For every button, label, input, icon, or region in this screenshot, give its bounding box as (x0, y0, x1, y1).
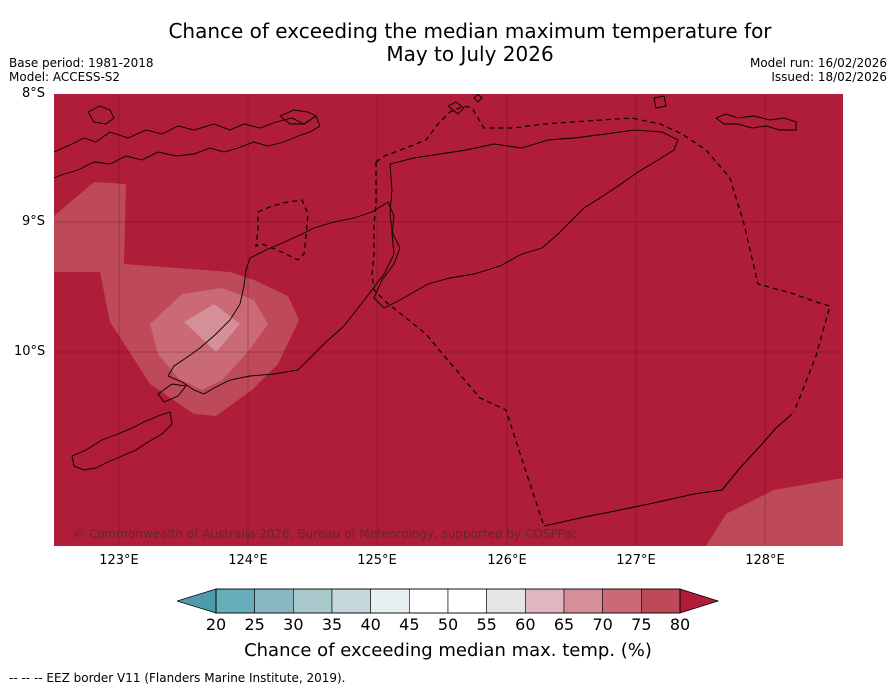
title-line-2: May to July 2026 (386, 42, 554, 66)
colorbar-tick-label: 65 (553, 615, 575, 634)
eez-footnote: -- -- -- EEZ border V11 (Flanders Marine… (9, 671, 346, 685)
model-run: Model run: 16/02/2026 (749, 56, 887, 70)
colorbar-frame (215, 588, 681, 614)
colorbar-tick-label: 55 (476, 615, 497, 634)
colorbar-segment (525, 588, 565, 614)
maritime-boundary (543, 413, 793, 527)
colorbar-segment (331, 588, 371, 614)
lon-label-127e: 127°E (616, 553, 656, 568)
colorbar-segment (486, 588, 526, 614)
copyright-notice: © Commonwealth of Australia 2026, Bureau… (73, 527, 579, 541)
title-line-1: Chance of exceeding the median maximum t… (168, 19, 772, 43)
lon-label-124e: 124°E (228, 553, 268, 568)
colorbar-under-arrow (177, 588, 217, 614)
colorbar-tick-label: 60 (515, 615, 536, 634)
colorbar-tick-label: 75 (631, 615, 652, 634)
prob-region-60-65 (184, 304, 240, 352)
prob-region-corner (706, 478, 843, 546)
colorbar-tick-label: 35 (321, 615, 343, 634)
coastlines (54, 94, 797, 471)
colorbar-tick-label: 20 (205, 615, 227, 634)
colorbar-tick-label: 30 (283, 615, 304, 634)
colorbar-segment (215, 588, 255, 614)
map-title: Chance of exceeding the median maximum t… (120, 20, 820, 66)
lon-label-125e: 125°E (357, 553, 397, 568)
colorbar-segment (602, 588, 642, 614)
colorbar-tick-label: 25 (244, 615, 265, 634)
colorbar-over-arrow (679, 588, 719, 614)
colorbar-segment (641, 588, 681, 614)
colorbar-tick-label: 80 (669, 615, 691, 634)
grid-lines (54, 94, 843, 546)
map-panel (54, 94, 843, 546)
colorbar-segment (254, 588, 294, 614)
issued-date: Issued: 18/02/2026 (771, 70, 887, 84)
base-period: Base period: 1981-2018 (9, 56, 154, 70)
colorbar-label: Chance of exceeding median max. temp. (%… (244, 640, 652, 661)
meta-left: Base period: 1981-2018 Model: ACCESS-S2 (9, 56, 154, 84)
colorbar-segment (447, 588, 487, 614)
colorbar-tick-label: 70 (592, 615, 613, 634)
colorbar-segment (563, 588, 603, 614)
colorbar-segment (409, 588, 449, 614)
colorbar-tick-label: 45 (399, 615, 420, 634)
meta-right: Model run: 16/02/2026 Issued: 18/02/2026 (750, 56, 887, 84)
eez-borders (255, 105, 831, 527)
colorbar (177, 588, 719, 614)
lon-label-126e: 126°E (487, 553, 527, 568)
colorbar-segment (370, 588, 410, 614)
colorbar-tick-label: 50 (437, 615, 459, 634)
colorbar-tick-label: 40 (360, 615, 381, 634)
lon-label-128e: 128°E (745, 553, 785, 568)
colorbar-segment (293, 588, 333, 614)
lat-label-8s: 8°S (22, 86, 46, 101)
lat-label-10s: 10°S (14, 344, 46, 359)
lat-label-9s: 9°S (22, 214, 46, 229)
lon-label-123e: 123°E (99, 553, 139, 568)
model-name: Model: ACCESS-S2 (9, 70, 121, 84)
